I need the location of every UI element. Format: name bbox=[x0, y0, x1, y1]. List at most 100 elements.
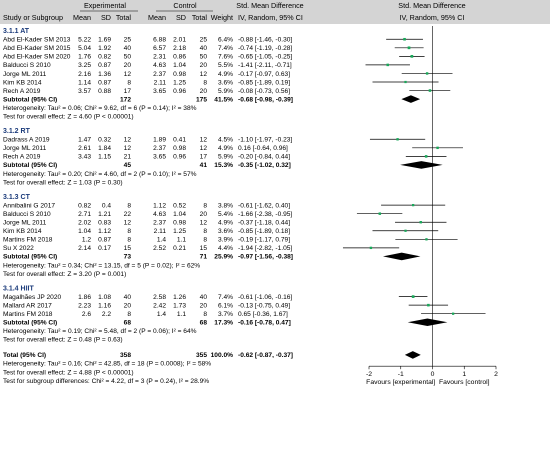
header-control: Control bbox=[173, 1, 197, 10]
study-name: Abd El-Kader SM 2020 bbox=[3, 54, 71, 61]
total-ci-text: -0.62 [-0.87, -0.37] bbox=[238, 352, 293, 359]
footer-line: Test for overall effect: Z = 4.88 (P < 0… bbox=[3, 369, 134, 376]
x-tick-label: -2 bbox=[366, 371, 372, 378]
study-name: Su X 2022 bbox=[3, 245, 34, 252]
study-sd-control: 1.1 bbox=[177, 311, 186, 318]
subgroup-heterogeneity: Heterogeneity: Tau² = 0.19; Chi² = 5.48,… bbox=[3, 328, 197, 335]
header-smd-right: Std. Mean Difference bbox=[398, 1, 465, 10]
study-mean-control: 6.57 bbox=[153, 45, 166, 52]
total-control: 355 bbox=[196, 352, 207, 359]
study-sd-experimental: 0.82 bbox=[98, 54, 111, 61]
subtotal-diamond bbox=[401, 95, 421, 103]
study-sd-experimental: 1.36 bbox=[98, 71, 111, 78]
study-total-control: 12 bbox=[200, 71, 208, 78]
study-mean-control: 4.63 bbox=[153, 211, 166, 218]
x-label-left: Favours [experimental] bbox=[366, 379, 435, 386]
study-total-control: 8 bbox=[203, 79, 207, 86]
study-weight: 6.1% bbox=[218, 302, 233, 309]
x-tick-label: 1 bbox=[462, 371, 466, 378]
study-mean-control: 1.89 bbox=[153, 137, 166, 144]
subtotal-weight: 41.5% bbox=[214, 96, 233, 103]
study-name: Balducci S 2010 bbox=[3, 211, 51, 218]
study-sd-experimental: 2.2 bbox=[102, 311, 111, 318]
study-mean-control: 1.4 bbox=[157, 311, 166, 318]
study-mean-experimental: 5.04 bbox=[78, 45, 91, 52]
study-total-experimental: 25 bbox=[124, 37, 132, 44]
study-ci-text: 0.65 [-0.36, 1.67] bbox=[238, 311, 288, 318]
subgroup-title: 3.1.1 AT bbox=[3, 28, 30, 35]
study-weight: 4.4% bbox=[218, 245, 233, 252]
study-sd-experimental: 1.84 bbox=[98, 145, 111, 152]
study-sd-experimental: 0.87 bbox=[98, 237, 111, 244]
subtotal-diamond bbox=[400, 161, 443, 169]
study-weight: 3.8% bbox=[218, 202, 233, 209]
study-name: Kim KB 2014 bbox=[3, 79, 42, 86]
study-total-control: 8 bbox=[203, 311, 207, 318]
subtotal-ci-text: -0.16 [-0.78, 0.47] bbox=[238, 320, 291, 327]
x-tick-label: -1 bbox=[398, 371, 404, 378]
study-mean-experimental: 1.76 bbox=[78, 54, 91, 61]
study-sd-experimental: 1.69 bbox=[98, 37, 111, 44]
study-weight: 5.4% bbox=[218, 211, 233, 218]
study-total-control: 20 bbox=[200, 302, 208, 309]
study-mean-experimental: 3.25 bbox=[78, 62, 91, 69]
subtotal-total-experimental: 73 bbox=[124, 254, 132, 261]
subtotal-label: Subtotal (95% CI) bbox=[3, 254, 57, 261]
study-mean-control: 2.58 bbox=[153, 294, 166, 301]
study-total-experimental: 8 bbox=[127, 237, 131, 244]
subtotal-weight: 17.3% bbox=[214, 320, 233, 327]
study-total-control: 50 bbox=[200, 54, 208, 61]
header-weight: Weight bbox=[211, 13, 233, 22]
study-weight: 3.6% bbox=[218, 79, 233, 86]
subtotal-weight: 25.9% bbox=[214, 254, 233, 261]
study-sd-control: 1.25 bbox=[173, 228, 186, 235]
study-mean-control: 1.4 bbox=[157, 237, 166, 244]
effect-square bbox=[378, 212, 382, 215]
study-sd-experimental: 0.4 bbox=[102, 202, 111, 209]
subtotal-diamond bbox=[407, 318, 448, 327]
header-method-right: IV, Random, 95% CI bbox=[400, 13, 465, 22]
study-name: Abd El-Kader SM 2015 bbox=[3, 45, 71, 52]
study-ci-text: -1.10 [-1.97, -0.23] bbox=[238, 137, 292, 144]
study-sd-control: 2.01 bbox=[173, 37, 186, 44]
study-mean-experimental: 1.14 bbox=[78, 79, 91, 86]
subtotal-total-control: 71 bbox=[200, 254, 208, 261]
subgroup-title: 3.1.2 RT bbox=[3, 128, 31, 135]
study-total-control: 40 bbox=[200, 294, 208, 301]
subgroup-title: 3.1.3 CT bbox=[3, 194, 31, 201]
effect-square bbox=[427, 303, 430, 307]
header-band bbox=[0, 0, 550, 24]
study-sd-experimental: 0.87 bbox=[98, 79, 111, 86]
header-experimental: Experimental bbox=[84, 1, 126, 10]
study-mean-experimental: 1.47 bbox=[78, 137, 91, 144]
study-total-experimental: 12 bbox=[124, 145, 132, 152]
subtotal-ci-text: -0.68 [-0.98, -0.39] bbox=[238, 96, 293, 103]
study-sd-experimental: 0.87 bbox=[98, 62, 111, 69]
study-total-control: 12 bbox=[200, 145, 208, 152]
subtotal-total-experimental: 45 bbox=[124, 162, 132, 169]
study-sd-experimental: 0.32 bbox=[98, 137, 111, 144]
study-total-experimental: 21 bbox=[124, 154, 132, 161]
study-sd-control: 1.73 bbox=[173, 302, 186, 309]
subtotal-total-experimental: 68 bbox=[124, 320, 132, 327]
study-sd-control: 0.86 bbox=[173, 54, 186, 61]
study-sd-control: 0.98 bbox=[173, 71, 186, 78]
header-sd-experimental: SD bbox=[101, 13, 111, 22]
study-sd-control: 0.98 bbox=[173, 220, 186, 227]
effect-square bbox=[411, 295, 415, 298]
study-ci-text: -0.74 [-1.19, -0.28] bbox=[238, 45, 292, 52]
effect-square bbox=[404, 229, 407, 232]
study-mean-control: 2.11 bbox=[154, 228, 167, 235]
effect-square bbox=[407, 46, 411, 50]
study-sd-experimental: 0.83 bbox=[98, 220, 111, 227]
study-total-experimental: 12 bbox=[124, 137, 132, 144]
study-sd-experimental: 1.92 bbox=[98, 45, 111, 52]
study-mean-control: 2.11 bbox=[154, 79, 167, 86]
study-weight: 4.9% bbox=[218, 71, 233, 78]
effect-square bbox=[424, 155, 428, 158]
study-sd-control: 0.41 bbox=[173, 137, 186, 144]
study-mean-control: 2.42 bbox=[153, 302, 166, 309]
subtotal-diamond bbox=[382, 252, 421, 261]
study-total-experimental: 17 bbox=[124, 88, 132, 95]
study-ci-text: -1.66 [-2.38, -0.95] bbox=[238, 211, 292, 218]
